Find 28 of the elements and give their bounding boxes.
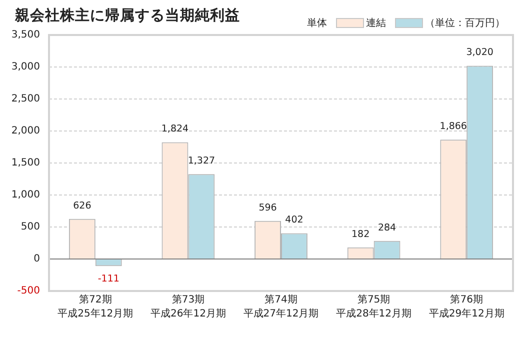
y-tick-label: 2,000 [11,126,40,137]
y-tick-label: 1,500 [11,158,40,169]
y-tick-label: 3,000 [11,62,40,73]
x-tick-label: 第72期平成25年12月期 [58,294,134,320]
data-label: -111 [98,274,120,285]
data-label: 3,020 [466,47,494,58]
legend-label: 単体 [307,17,327,30]
data-label: 1,824 [161,124,189,135]
data-label: 1,327 [188,156,216,167]
y-tick-label: 3,500 [11,30,40,41]
y-tick-label: 2,500 [11,94,40,105]
y-tick-label: 500 [20,222,40,233]
legend-label: 連結 [366,16,386,30]
data-label: 402 [285,214,304,226]
data-label: 596 [258,202,277,214]
y-tick-label: 0 [34,254,40,265]
chart-title: 親会社株主に帰属する当期純利益 [15,6,240,25]
x-tick-label: 第76期平成29年12月期 [428,294,504,320]
x-tick-label: 第75期平成28年12月期 [336,294,412,320]
y-tick-label: 1,000 [11,190,40,201]
data-label: 1,866 [440,121,467,132]
x-tick-label: 第74期平成27年12月期 [243,294,319,320]
y-tick-label: -500 [17,286,40,297]
data-label: 626 [73,200,92,212]
text: （単位：百万円） [425,17,505,30]
data-label: 182 [352,228,370,240]
data-label: 284 [378,222,396,234]
x-tick-label: 第73期平成26年12月期 [150,294,226,320]
